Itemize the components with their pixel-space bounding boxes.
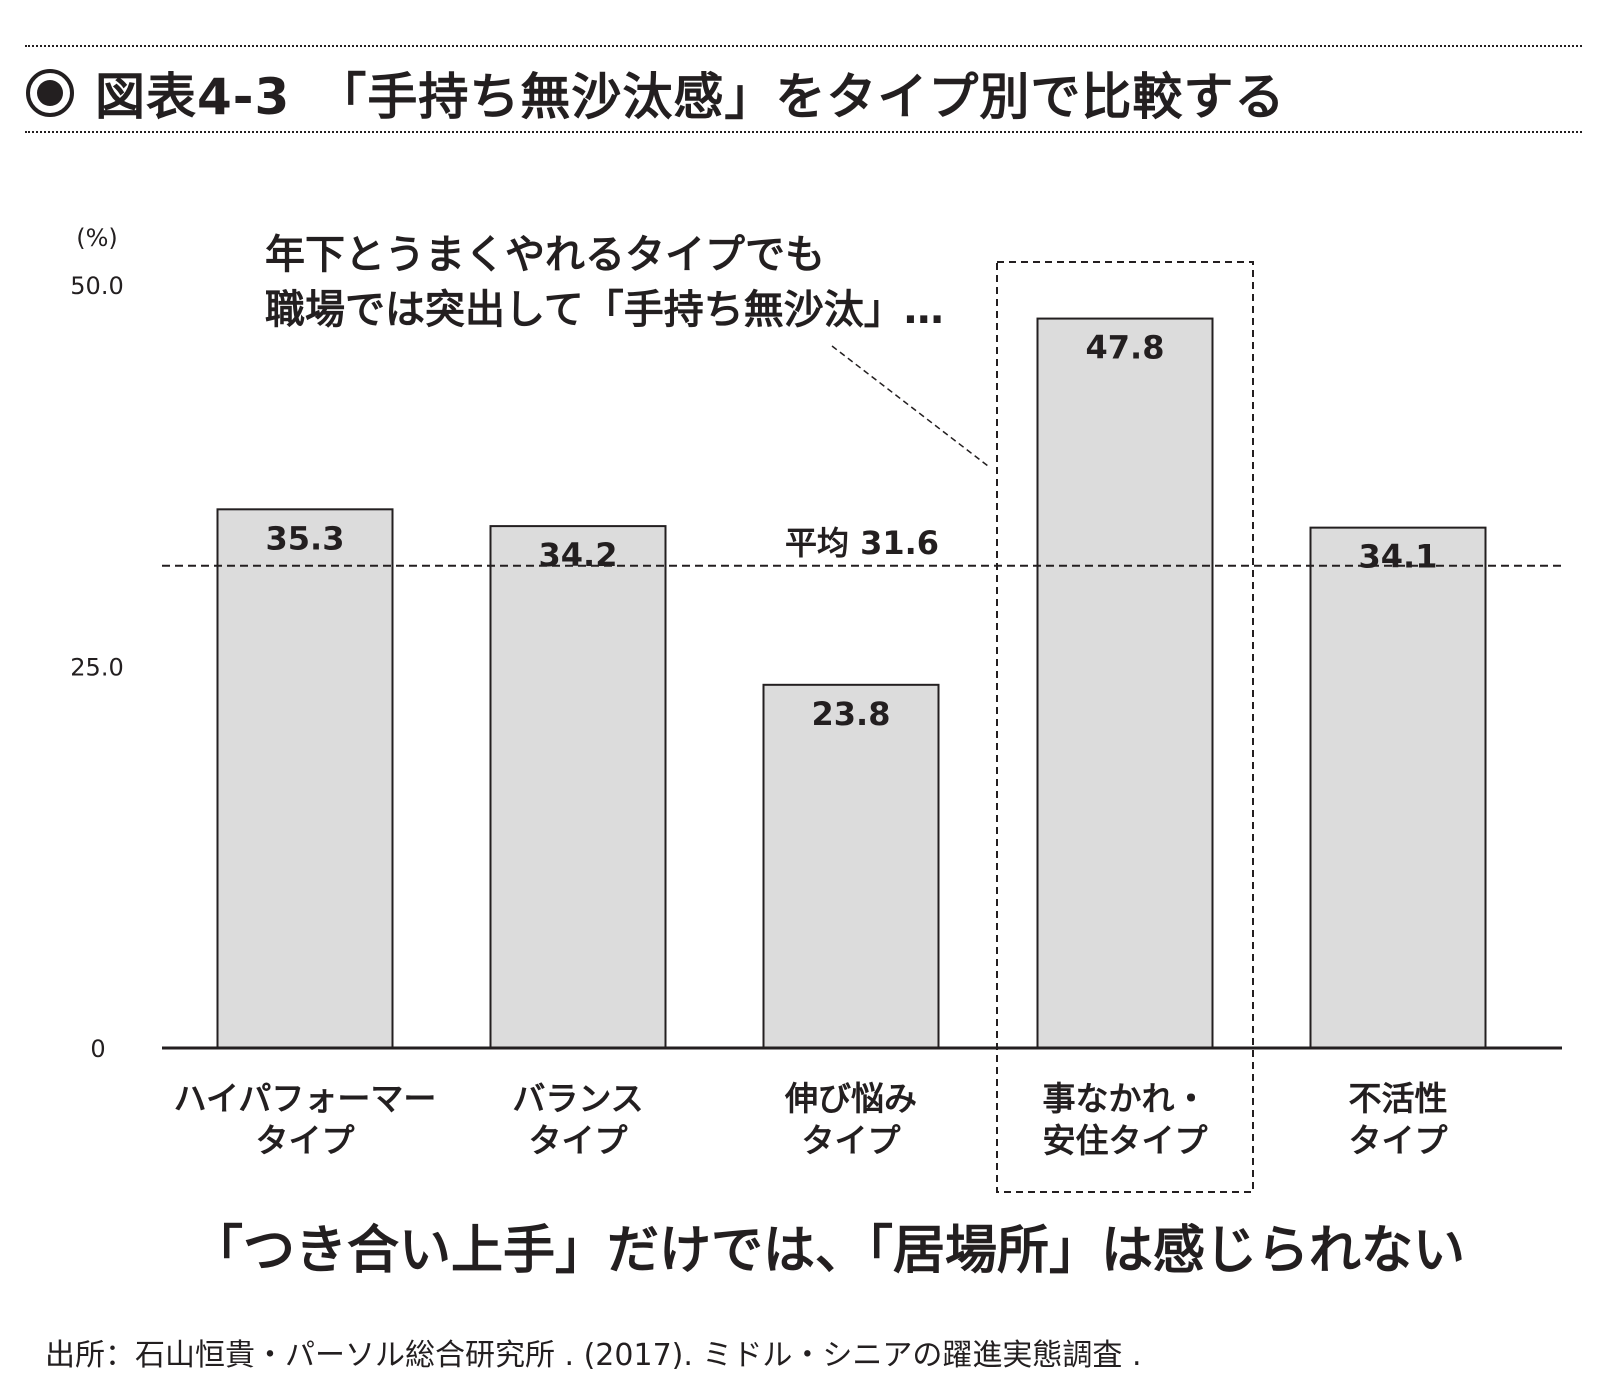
category-label: タイプ bbox=[256, 1121, 356, 1160]
bar-chart: (%) 50.0 25.0 0 平均 31.6 35.3 34.2 23.8 47.8 34.1 ハ… bbox=[70, 224, 1562, 1281]
category-label: バランス bbox=[512, 1079, 643, 1118]
category-label: タイプ bbox=[802, 1121, 902, 1160]
category-label: ハイパフォーマー bbox=[174, 1079, 437, 1118]
category-label: 不活性 bbox=[1349, 1079, 1448, 1118]
radio-bullet-icon bbox=[26, 69, 74, 117]
category-label: タイプ bbox=[529, 1121, 629, 1160]
callout-text: 職場では突出して「手持ち無沙汰」… bbox=[265, 287, 944, 333]
y-axis-unit-label: (%) bbox=[76, 224, 118, 252]
y-tick-label: 50.0 bbox=[70, 272, 123, 300]
figure-title: 図表4-3 「手持ち無沙汰感」をタイプ別で比較する bbox=[95, 68, 1286, 126]
category-label: タイプ bbox=[1349, 1121, 1449, 1160]
bar-value-label: 34.1 bbox=[1359, 538, 1438, 576]
top-dotted-rule bbox=[25, 45, 1582, 47]
category-label: 事なかれ・ bbox=[1043, 1079, 1208, 1118]
source-citation: 出所：石山恒貴・パーソル総合研究所 . (2017). ミドル・シニアの躍進実態… bbox=[45, 1338, 1142, 1373]
bar bbox=[1309, 526, 1487, 1049]
bar-value-label: 34.2 bbox=[539, 536, 618, 574]
bottom-dotted-rule bbox=[25, 131, 1582, 133]
bar bbox=[489, 525, 667, 1049]
bar-value-label: 35.3 bbox=[266, 519, 345, 557]
figure-title-row: 図表4-3 「手持ち無沙汰感」をタイプ別で比較する bbox=[25, 58, 1285, 128]
bar bbox=[1036, 317, 1214, 1049]
average-label: 平均 31.6 bbox=[785, 524, 939, 562]
callout-leader-line bbox=[831, 345, 989, 467]
bar-value-label: 47.8 bbox=[1086, 329, 1165, 367]
chart-conclusion: 「つき合い上手」だけでは、「居場所」は感じられない bbox=[191, 1221, 1465, 1281]
category-label: 伸び悩み bbox=[784, 1079, 917, 1118]
y-tick-label: 25.0 bbox=[70, 654, 123, 682]
highlight-dashed-box bbox=[996, 261, 1254, 1193]
bar-value-label: 23.8 bbox=[812, 695, 891, 733]
bar bbox=[762, 683, 940, 1049]
y-tick-label: 0 bbox=[90, 1035, 105, 1063]
callout-text: 年下とうまくやれるタイプでも bbox=[265, 232, 825, 278]
category-label: 安住タイプ bbox=[1043, 1121, 1209, 1160]
bar bbox=[216, 508, 394, 1049]
